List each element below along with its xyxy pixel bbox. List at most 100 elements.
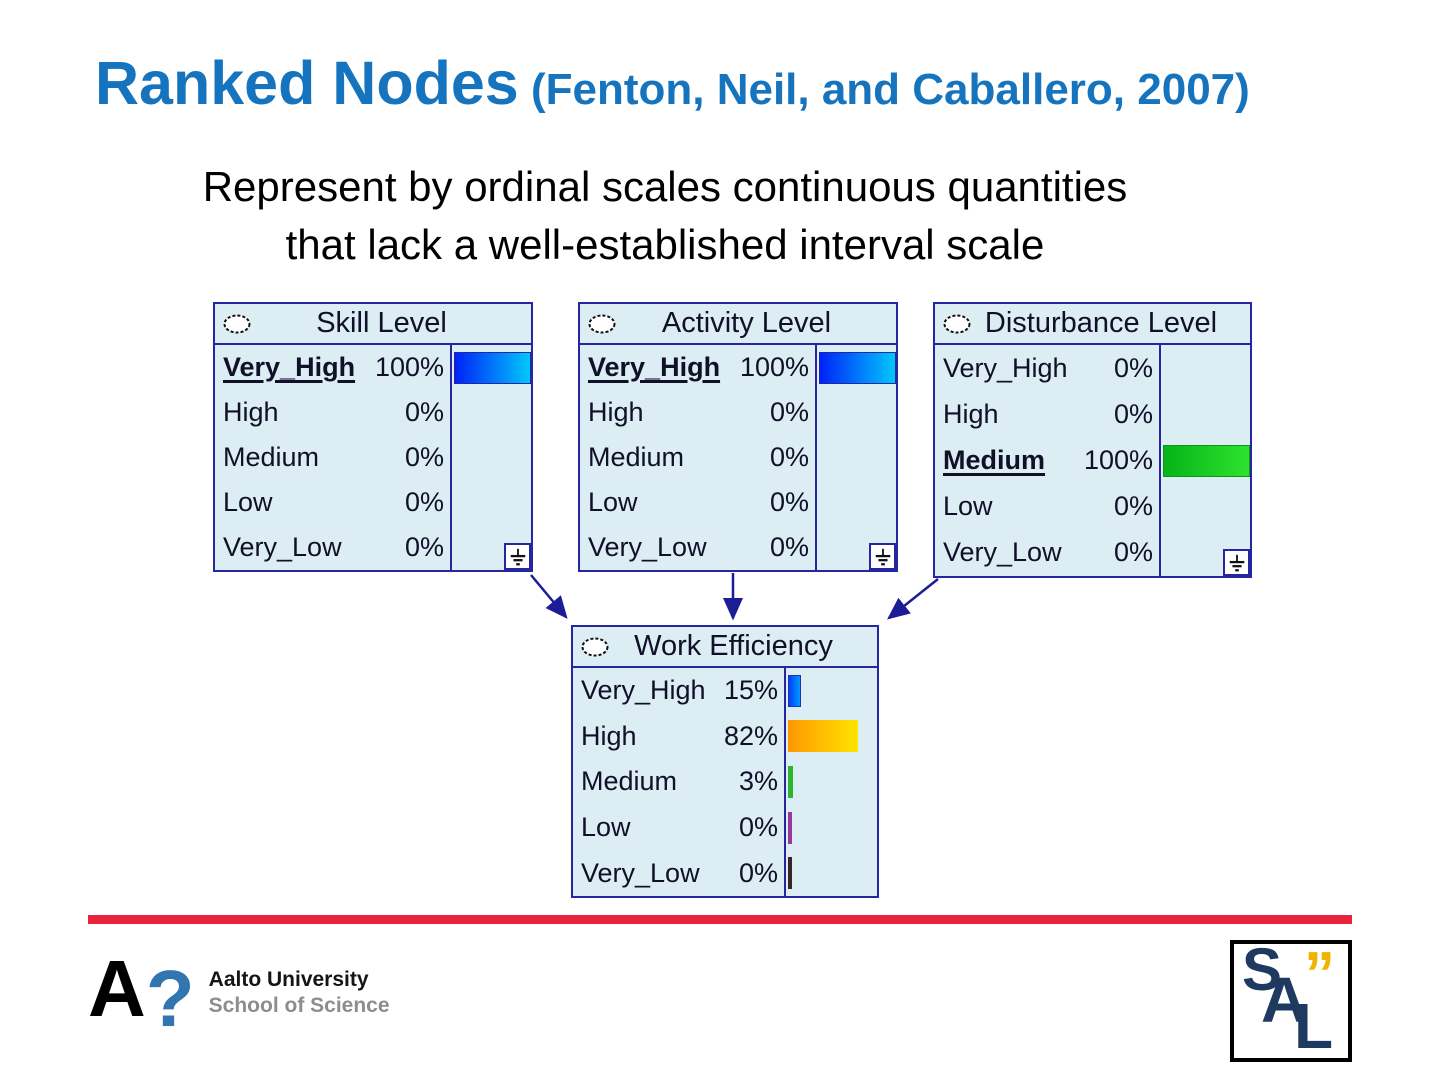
aalto-university-logo: A ? Aalto University School of Science [88, 944, 390, 1039]
state-label: Low [588, 487, 638, 517]
footer-rule [88, 915, 1352, 924]
aalto-logo-line2: School of Science [208, 994, 390, 1017]
node-disturbance-level: Disturbance Level Very_High 0% High 0% Med… [933, 302, 1252, 578]
state-probability: 0% [1113, 398, 1153, 429]
bar-column [1159, 345, 1250, 576]
node-oval-icon [587, 313, 617, 335]
node-header: Skill Level [215, 304, 531, 345]
node-header: Work Efficiency [573, 627, 877, 668]
node-header: Activity Level [580, 304, 896, 345]
sal-logo-letter-s: S [1242, 940, 1283, 1003]
aalto-logo-text: Aalto University School of Science [209, 967, 390, 1019]
state-label: Medium [223, 442, 320, 472]
node-title: Activity Level [661, 307, 832, 339]
probability-row: Very_High 0% [935, 345, 1159, 391]
state-probability: 0% [738, 812, 778, 843]
ground-evidence-icon [1223, 549, 1250, 576]
state-label: Low [223, 487, 273, 517]
probability-row: Very_High 15% [573, 668, 784, 714]
probability-row: Medium 0% [580, 435, 815, 480]
aalto-logo-a: A [88, 944, 146, 1033]
probability-row: Low 0% [580, 480, 815, 525]
state-probability: 0% [404, 487, 444, 517]
state-probability: 15% [723, 675, 778, 706]
node-oval-icon [580, 636, 610, 658]
state-probability: 0% [769, 487, 809, 517]
state-probability: 0% [404, 442, 444, 472]
probability-bar [788, 765, 793, 798]
node-oval-icon [942, 313, 972, 335]
node-title: Disturbance Level [984, 307, 1218, 339]
probability-bar [454, 351, 531, 384]
probability-row: Very_Low 0% [573, 850, 784, 896]
probability-bar [788, 674, 801, 707]
probability-row: Low 0% [215, 480, 450, 525]
state-probability: 0% [1113, 491, 1153, 522]
probability-row: Very_Low 0% [215, 525, 450, 570]
state-probability: 100% [1083, 445, 1153, 475]
node-title: Skill Level [316, 307, 447, 339]
state-probability: 0% [769, 442, 809, 472]
probability-row: High 0% [580, 390, 815, 435]
state-probability: 100% [739, 352, 809, 382]
probability-row: Very_High 100% [580, 345, 815, 390]
node-work-efficiency: Work Efficiency Very_High 15% High 82% Med… [571, 625, 879, 898]
node-title: Work Efficiency [634, 630, 833, 662]
state-label: Medium [943, 445, 1046, 475]
edge-skill-to-work [530, 574, 568, 619]
state-probability: 3% [738, 766, 778, 797]
page-title-citation: (Fenton, Neil, and Caballero, 2007) [518, 65, 1250, 114]
state-label: Very_Low [581, 857, 700, 888]
probability-row: Medium 0% [215, 435, 450, 480]
probability-bar [1163, 444, 1250, 477]
state-label: Very_High [223, 352, 356, 382]
probability-row: High 0% [935, 391, 1159, 437]
state-probability: 0% [1113, 352, 1153, 383]
edge-disturbance-to-work [887, 578, 939, 620]
ground-evidence-icon [869, 543, 896, 570]
probability-row: Very_High 100% [215, 345, 450, 390]
state-label: Low [581, 812, 631, 843]
node-skill-level: Skill Level Very_High 100% High 0% Medium 0… [213, 302, 533, 572]
state-label: Very_High [943, 352, 1068, 383]
page-title-main: Ranked Nodes [95, 49, 519, 117]
probability-row: High 0% [215, 390, 450, 435]
page-title: Ranked Nodes (Fenton, Neil, and Caballer… [95, 49, 1250, 117]
state-label: High [581, 720, 637, 751]
state-probability: 0% [769, 532, 809, 562]
node-oval-icon [222, 313, 252, 335]
probability-row: Medium 3% [573, 759, 784, 805]
state-label: High [223, 397, 279, 427]
probability-bar [788, 857, 792, 890]
node-activity-level: Activity Level Very_High 100% High 0% Medi… [578, 302, 898, 572]
state-label: Medium [581, 766, 678, 797]
probability-row: Low 0% [935, 484, 1159, 530]
sal-logo: S ” A L [1230, 940, 1352, 1062]
bar-column [450, 345, 531, 570]
state-probability: 100% [374, 352, 444, 382]
state-label: Low [943, 491, 993, 522]
probability-bar [819, 351, 896, 384]
probability-row: Medium 100% [935, 437, 1159, 483]
ground-evidence-icon [504, 543, 531, 570]
state-label: Very_High [588, 352, 721, 382]
state-probability: 0% [404, 532, 444, 562]
state-probability: 82% [723, 720, 778, 751]
probability-row: Very_Low 0% [935, 530, 1159, 576]
state-probability: 0% [1113, 537, 1153, 568]
probability-bar [788, 720, 858, 753]
probability-row: High 82% [573, 714, 784, 760]
bar-column [784, 668, 877, 896]
state-label: High [943, 398, 999, 429]
state-probability: 0% [769, 397, 809, 427]
probability-row: Very_Low 0% [580, 525, 815, 570]
probability-bar [788, 811, 792, 844]
subtitle: Represent by ordinal scales continuous q… [90, 158, 1240, 274]
sal-logo-quote-mark: ” [1304, 940, 1335, 1009]
state-label: High [588, 397, 644, 427]
state-probability: 0% [404, 397, 444, 427]
state-label: Medium [588, 442, 685, 472]
subtitle-line-2: that lack a well-established interval sc… [285, 221, 1045, 268]
